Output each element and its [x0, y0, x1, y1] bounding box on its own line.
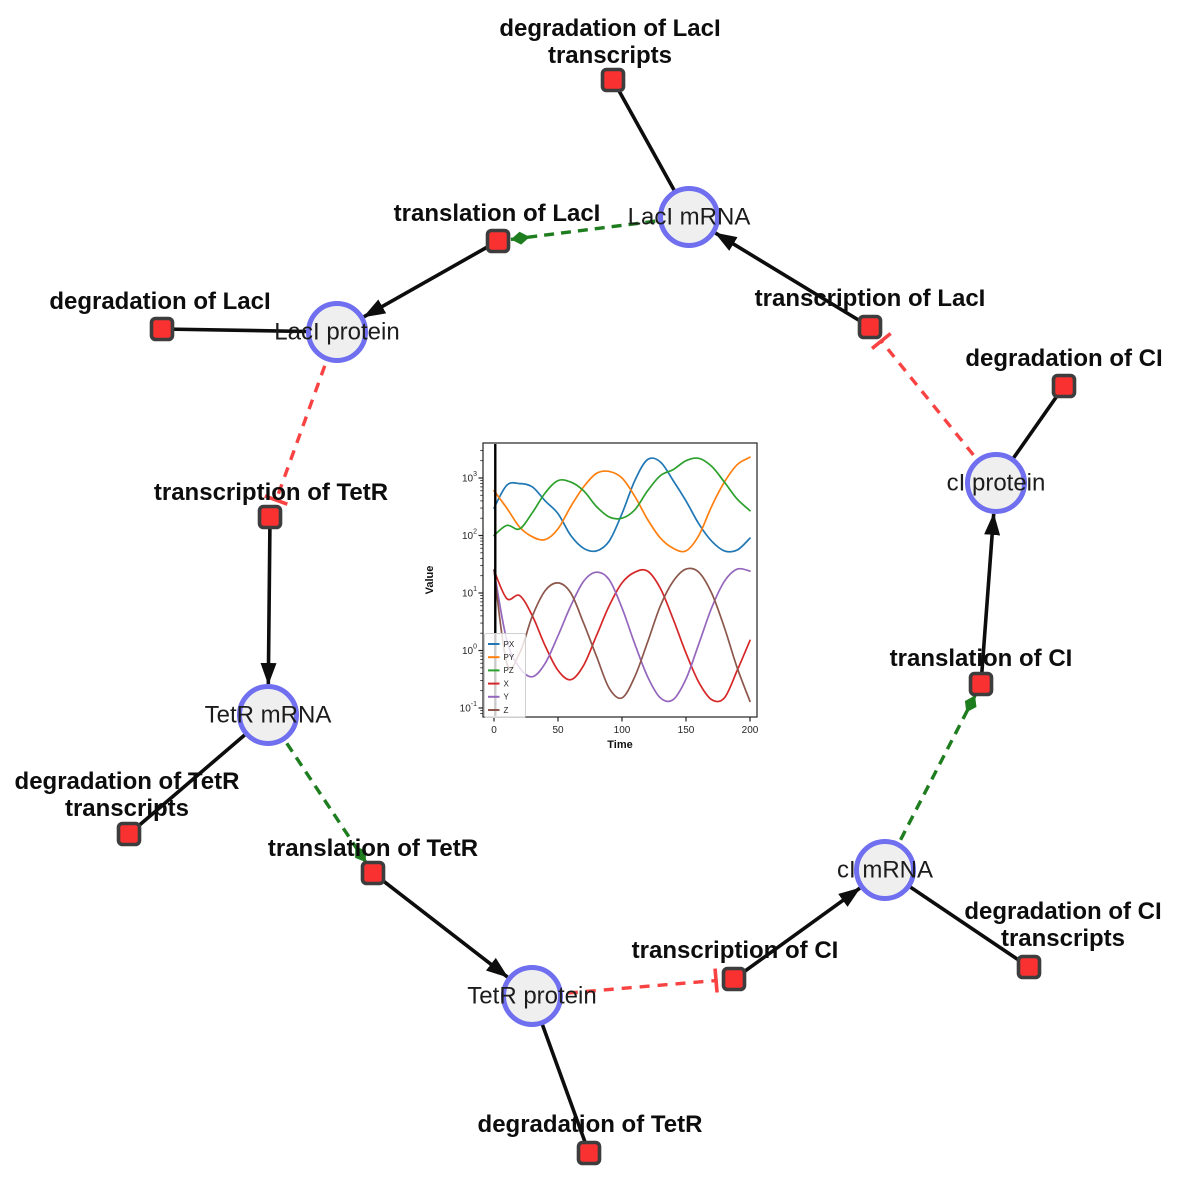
reaction-label-deg-ci: degradation of CI — [965, 345, 1162, 372]
reaction-label-deg-laci-transcripts: degradation of LacI — [499, 15, 720, 42]
species-node-tetr-protein[interactable] — [501, 965, 563, 1027]
legend: PX PY PZ XYZ — [484, 633, 526, 718]
x-tick-label: 0 — [491, 725, 497, 736]
legend-label-X: X — [504, 679, 510, 688]
species-label-laci-protein: LacI protein — [274, 319, 399, 346]
nodes-layer — [116, 67, 1077, 1166]
x-tick-label: 50 — [552, 725, 564, 736]
reaction-node-deg-tetr-transcripts[interactable] — [116, 821, 142, 847]
reaction-node-translation-laci[interactable] — [485, 228, 511, 254]
reaction-node-deg-tetr[interactable] — [576, 1140, 602, 1166]
legend-label-PX: PX — [504, 640, 515, 649]
reaction-label-translation-ci: translation of CI — [890, 645, 1073, 672]
y-tick-label: 102 — [462, 529, 477, 543]
species-label-tetr-mrna: TetR mRNA — [205, 702, 332, 729]
species-label-laci-mrna: LacI mRNA — [628, 204, 751, 231]
edge-product-transcription-tetr-to-tetr-mrna — [260, 516, 277, 686]
edges-layer — [127, 79, 1066, 1154]
x-axis-label: Time — [607, 739, 632, 751]
edge-product-transcription-laci-to-laci-mrna — [714, 231, 871, 329]
reaction-label-translation-tetr: translation of TetR — [268, 835, 478, 862]
reaction-node-transcription-laci[interactable] — [857, 314, 883, 340]
reaction-node-deg-ci[interactable] — [1051, 373, 1077, 399]
reaction-node-translation-ci[interactable] — [968, 671, 994, 697]
reaction-label-transcription-laci: transcription of LacI — [755, 285, 986, 312]
legend-label-Z: Z — [504, 706, 509, 715]
species-node-ci-protein[interactable] — [965, 452, 1027, 514]
y-tick-label: 10-1 — [460, 701, 477, 715]
plot-area — [482, 442, 758, 718]
species-label-ci-mrna: cI mRNA — [837, 857, 933, 884]
edge-modifier-tetr-mrna-to-translation-tetr — [266, 714, 368, 864]
y-tick-label: 103 — [462, 471, 477, 485]
labels-layer: LacI mRNA LacI protein TetR mRNA TetR prote… — [15, 15, 1163, 1138]
series-PX-line — [493, 457, 751, 553]
reaction-label-transcription-tetr: transcription of TetR — [154, 479, 388, 506]
reaction-label-deg-laci-transcripts: transcripts — [548, 42, 672, 69]
legend-label-Y: Y — [504, 693, 510, 702]
x-tick-label: 150 — [678, 725, 695, 736]
series-Z-line — [493, 567, 751, 703]
species-label-ci-protein: cI protein — [947, 470, 1046, 497]
edge-product-translation-ci-to-ci-protein — [979, 512, 1001, 685]
reaction-label-transcription-ci: transcription of CI — [632, 937, 839, 964]
legend-label-PZ: PZ — [504, 666, 514, 675]
reaction-node-transcription-ci[interactable] — [721, 966, 747, 992]
edge-product-transcription-ci-to-ci-mrna — [732, 886, 861, 981]
species-node-laci-protein[interactable] — [306, 301, 368, 363]
reaction-node-deg-laci[interactable] — [149, 316, 175, 342]
reaction-label-deg-ci-transcripts: degradation of CI — [964, 898, 1161, 925]
legend-label-PY: PY — [504, 653, 515, 662]
reaction-label-deg-laci: degradation of LacI — [49, 288, 270, 315]
reaction-label-deg-tetr-transcripts: transcripts — [65, 795, 189, 822]
series-PZ-line — [493, 457, 751, 537]
species-node-tetr-mrna[interactable] — [237, 684, 299, 746]
reaction-label-deg-ci-transcripts: transcripts — [1001, 925, 1125, 952]
edge-product-translation-tetr-to-tetr-protein — [371, 871, 509, 979]
reaction-node-transcription-tetr[interactable] — [257, 504, 283, 530]
edge-inhibition-tetr-protein-to-transcription-ci — [531, 968, 719, 998]
species-node-laci-mrna[interactable] — [658, 186, 720, 248]
curves-group — [493, 456, 751, 703]
species-node-ci-mrna[interactable] — [854, 839, 916, 901]
edge-inhibition-ci-protein-to-transcription-laci — [870, 332, 998, 485]
edge-inhibition-laci-protein-to-transcription-tetr — [264, 331, 339, 506]
species-label-tetr-protein: TetR protein — [467, 983, 596, 1010]
reaction-label-deg-tetr: degradation of TetR — [478, 1111, 703, 1138]
edge-product-translation-laci-to-laci-protein — [363, 239, 499, 319]
edge-modifier-laci-mrna-to-translation-laci — [510, 215, 690, 245]
series-PY-line — [493, 456, 751, 553]
reaction-node-deg-laci-transcripts[interactable] — [600, 67, 626, 93]
reaction-label-translation-laci: translation of LacI — [394, 200, 601, 227]
reaction-node-translation-tetr[interactable] — [360, 860, 386, 886]
series-Y-line — [493, 567, 751, 703]
y-tick-label: 100 — [462, 644, 477, 658]
x-tick-label: 200 — [742, 725, 759, 736]
series-X-line — [493, 568, 751, 703]
reaction-label-deg-tetr-transcripts: degradation of TetR — [15, 768, 240, 795]
x-tick-label: 100 — [614, 725, 631, 736]
y-tick-label: 101 — [462, 586, 477, 600]
reaction-node-deg-ci-transcripts[interactable] — [1016, 954, 1042, 980]
y-axis-label: Value — [424, 566, 436, 595]
